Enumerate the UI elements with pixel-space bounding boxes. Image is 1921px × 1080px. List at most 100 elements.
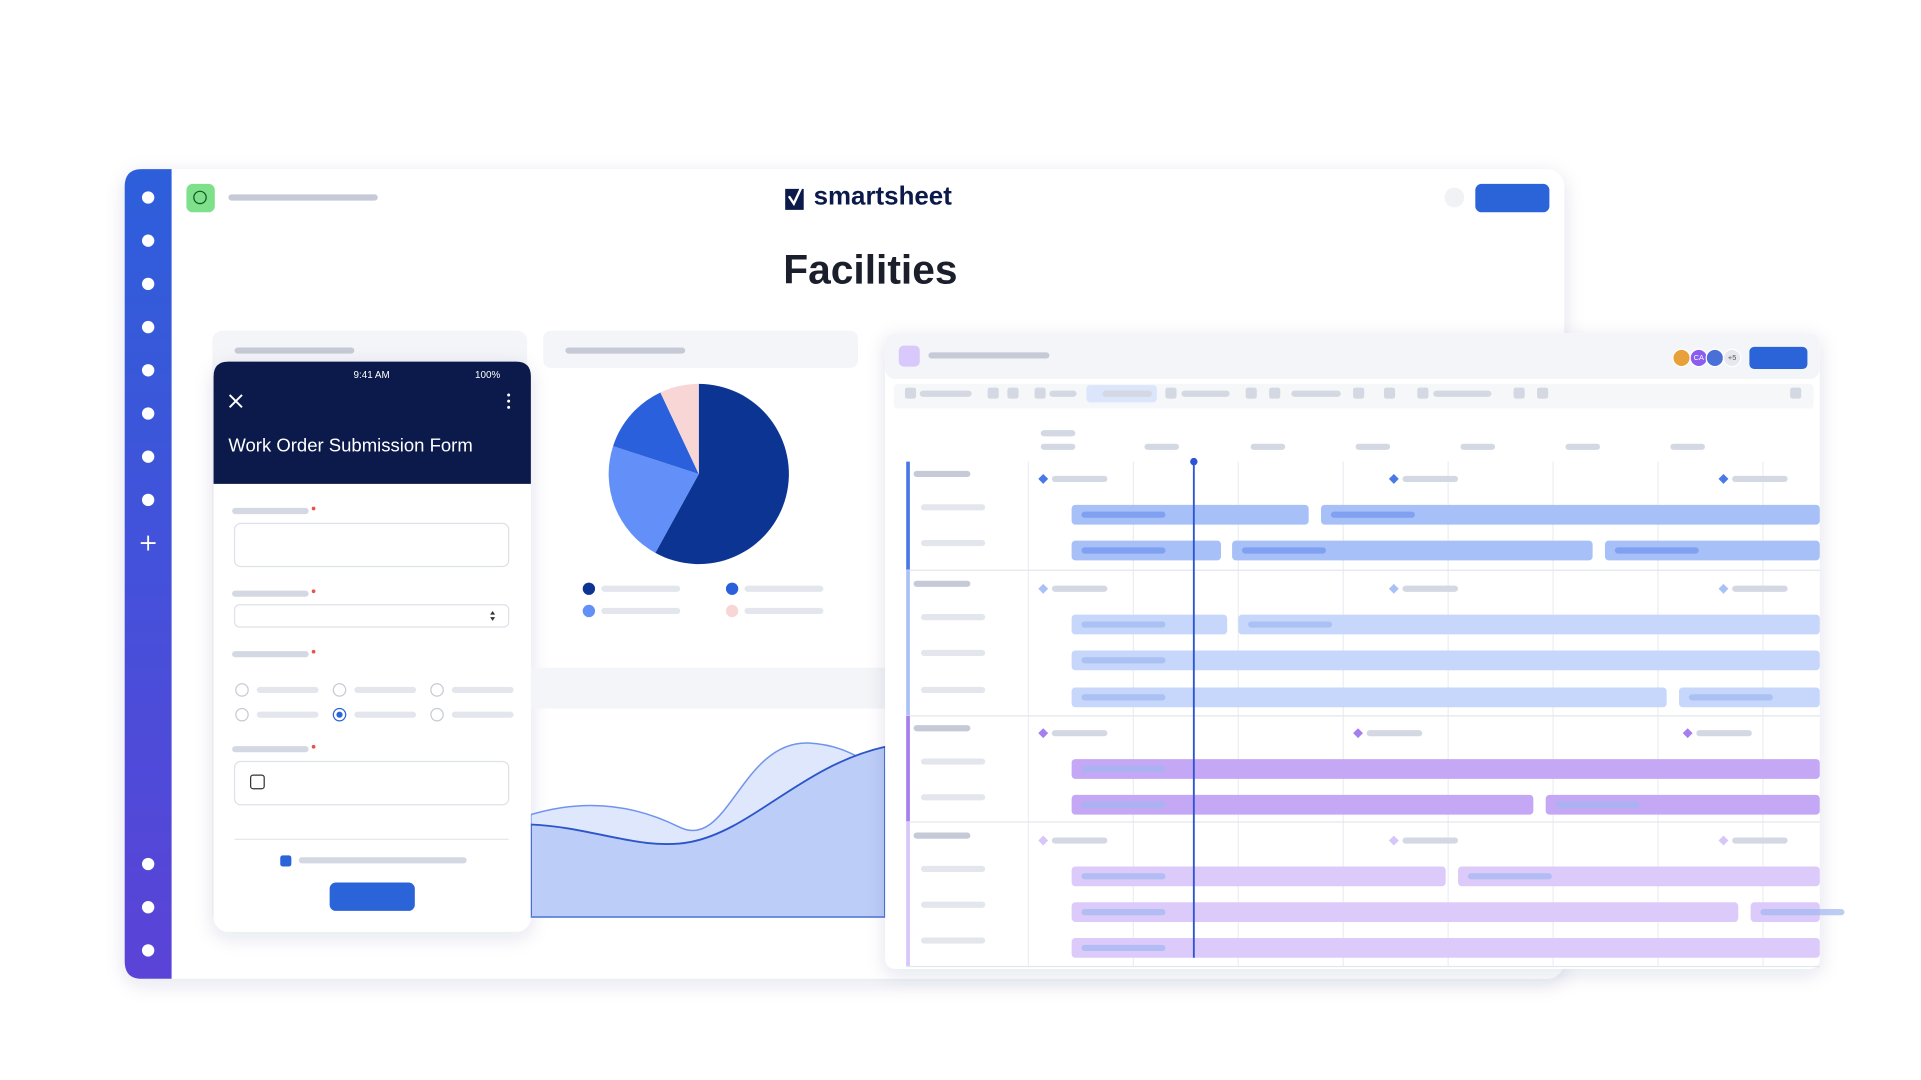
app-icon-glyph [193,190,207,205]
field-label [232,590,309,597]
gantt-button [1749,346,1808,370]
phone-header [213,361,531,484]
toolbar-icon [1790,387,1802,399]
logo-mark [785,188,804,210]
gantt-bar [1545,794,1820,815]
sidebar-icon [141,493,155,507]
bar-label [1555,801,1640,808]
milestone-label [1051,475,1108,482]
sidebar-icon [141,944,155,957]
milestone [1682,728,1693,739]
bar-label [1081,909,1166,916]
sidebar-icon [141,191,155,204]
more-avatars: +5 [1728,353,1736,362]
toolbar-label [1181,390,1230,397]
bar-label [1760,909,1845,916]
timeline-label [1565,443,1601,450]
bar-label [1081,801,1166,808]
row-label [920,686,986,694]
field-label [232,507,309,515]
milestone-label [1366,730,1423,737]
menu-dot [507,399,511,403]
sidebar [124,169,172,979]
sidebar-icon [141,407,155,420]
placeholder-bar [228,194,378,201]
sidebar-icon [141,364,155,377]
gantt-bar [1071,902,1739,923]
radio [430,707,444,722]
gantt-bar [1071,504,1309,525]
milestone [1388,583,1399,594]
group-label [913,580,971,587]
row-label [920,614,986,621]
bar-label [1081,873,1166,880]
row-label [920,901,986,908]
legend-dot [725,582,739,595]
avatar [1705,348,1725,368]
placeholder-bar [565,347,686,354]
group-stripe [906,570,910,716]
milestone [1388,473,1399,484]
timeline-label [1670,443,1705,450]
toolbar-icon [1513,387,1525,399]
milestone-label [1402,837,1459,844]
toolbar-icon [904,387,917,399]
timeline-label [1355,443,1391,450]
pie-slice [608,446,699,553]
logo-check [787,187,803,207]
menu-dot [507,405,511,409]
avatar-initials: CA [1694,353,1704,362]
battery: 100% [475,370,500,381]
placeholder-bar [256,686,319,694]
legend-label [601,585,681,592]
bar-label [1330,511,1415,518]
gantt-bar [1604,540,1820,561]
radio [430,683,444,697]
timeline-label [1040,443,1076,450]
toolbar-icon [1417,387,1429,399]
row-label [920,504,986,511]
group-stripe [906,715,910,823]
placeholder-bar [256,711,319,718]
bar-label [1081,511,1166,518]
bar-label [1081,547,1166,554]
calendar-icon [250,774,265,790]
legend-label [601,607,681,615]
field-label [232,746,309,753]
bar-label [1081,765,1166,773]
toolbar-label [1102,390,1152,397]
avatar-placeholder [1444,187,1465,208]
milestone [1718,835,1729,846]
timeline-label [1040,430,1076,437]
placeholder-bar [451,711,514,718]
pie-slice [613,392,699,474]
row-label [920,865,986,873]
milestone-label [1051,585,1108,592]
gantt-bar [1071,938,1820,958]
close-icon [228,394,243,409]
area-header [530,667,886,709]
bar-label [1467,873,1552,880]
radio-selected [336,711,343,718]
milestone-label [1696,730,1752,737]
milestone-label [1402,475,1459,482]
bar-label [1081,621,1166,628]
gantt-header [885,333,1820,379]
group-label [913,470,971,478]
text-input [233,522,510,568]
logo: smartsheet [814,182,953,210]
bar-label [1081,657,1166,664]
sidebar-icon [141,277,155,291]
toolbar-icon [1034,387,1046,399]
milestone [1718,583,1729,594]
avatar [1672,348,1691,368]
sidebar-icon [141,901,155,914]
today-marker [1190,457,1198,466]
milestone-label [1732,837,1788,844]
app-icon [186,183,215,213]
gantt-bar [1071,794,1534,815]
date-input [233,760,510,806]
avatar [1722,348,1742,368]
row-label [920,758,986,765]
sidebar-icon [141,320,155,334]
